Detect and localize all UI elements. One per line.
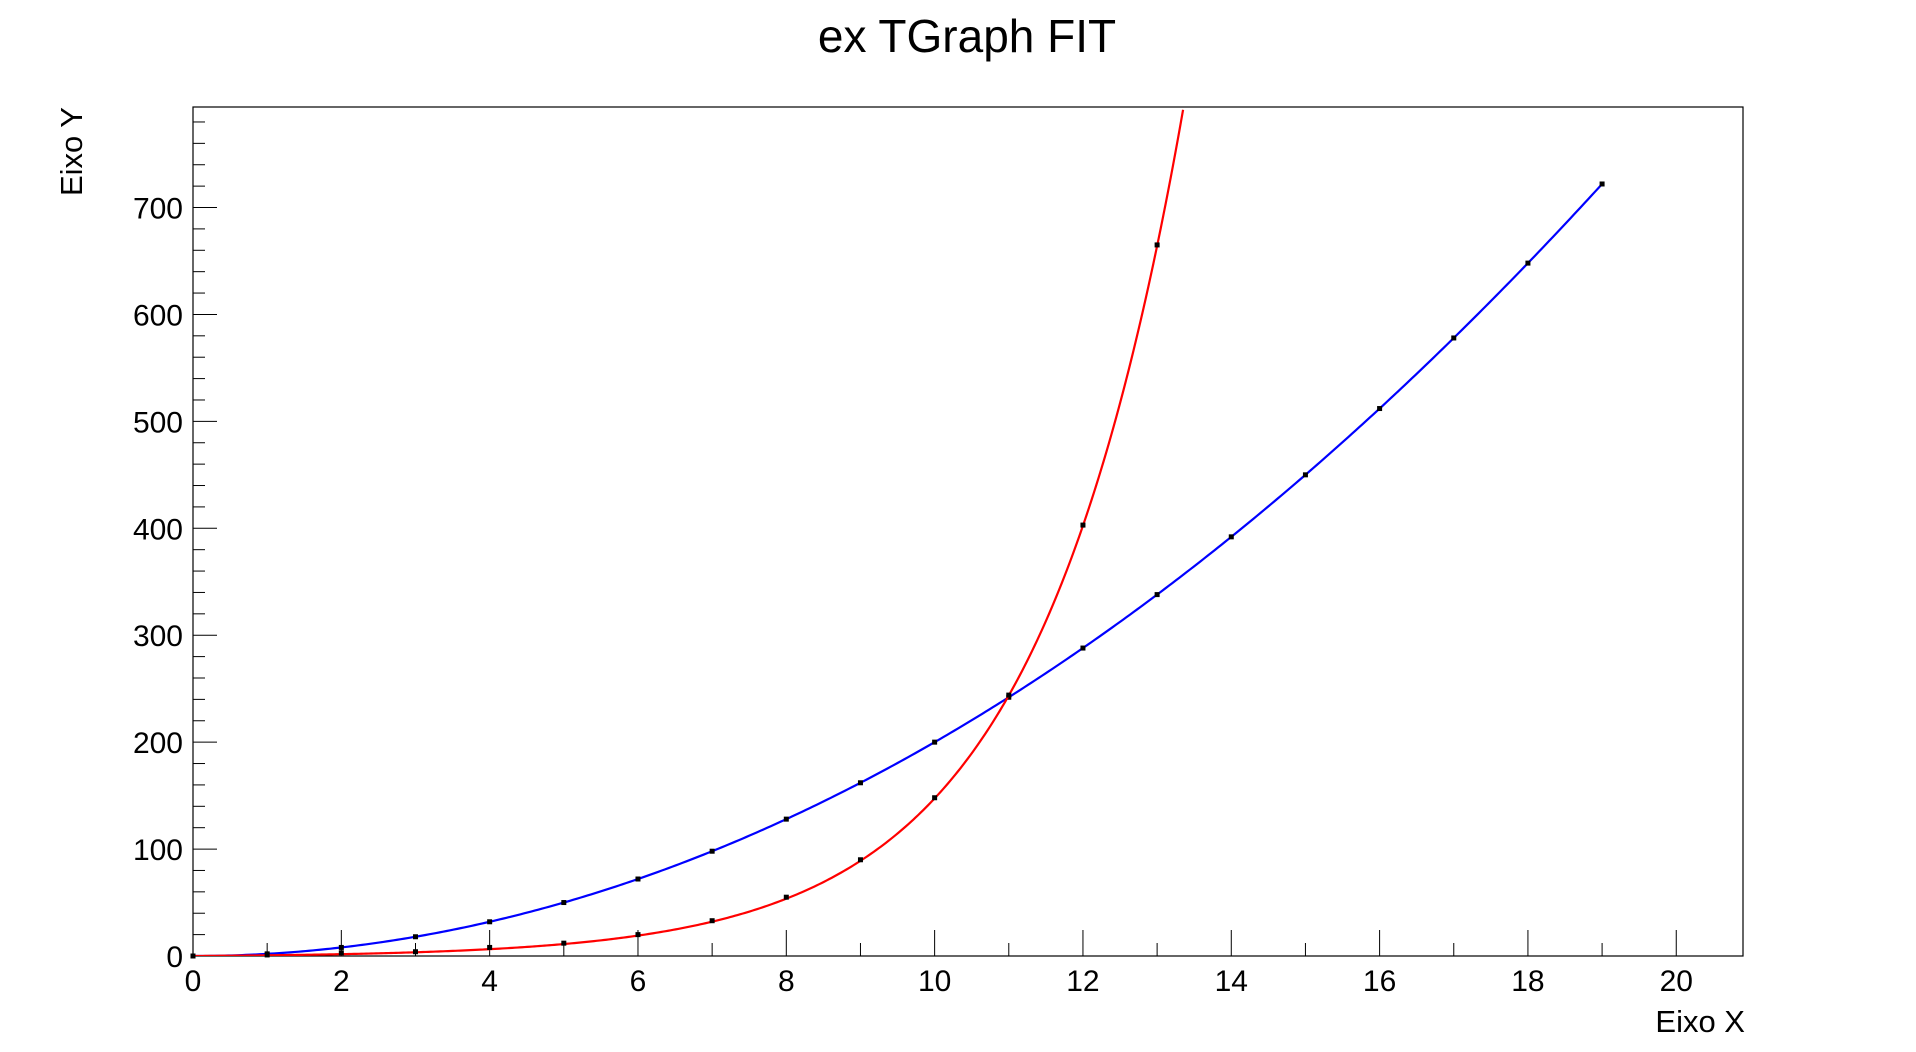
series-0-point	[932, 739, 938, 745]
series-0-point	[1525, 260, 1531, 266]
series-1-point	[709, 918, 715, 924]
series-1-point	[264, 952, 270, 958]
series-0-point	[1451, 335, 1457, 341]
x-axis: 0 2 4 6 8 10 12 14 16 18 20	[185, 930, 1693, 998]
series-1-point	[561, 940, 567, 946]
x-axis-label: Eixo X	[1655, 1004, 1745, 1039]
x-tick-label: 12	[1066, 965, 1099, 998]
x-tick-label: 18	[1511, 965, 1544, 998]
series-0-point	[1599, 181, 1605, 187]
series-0-point	[857, 780, 863, 786]
x-tick-label: 8	[778, 965, 795, 998]
y-tick-label: 0	[166, 941, 183, 974]
series-1-point	[635, 932, 641, 938]
x-tick-label: 6	[630, 965, 647, 998]
series-0-point	[561, 900, 567, 906]
series-1-point	[190, 953, 196, 959]
series-0-point	[635, 876, 641, 882]
series-1-point	[932, 795, 938, 801]
series-1-point	[1080, 522, 1086, 528]
y-tick-label: 300	[133, 620, 183, 653]
series-1-point	[1154, 242, 1160, 248]
series-1-point	[338, 950, 344, 956]
series-0-fit-line	[193, 183, 1603, 956]
x-tick-label: 0	[185, 965, 202, 998]
series-0-point	[783, 816, 789, 822]
series-1-point	[487, 944, 493, 950]
plot-border	[192, 106, 1744, 957]
series-1	[190, 109, 1185, 959]
series-0-point	[1228, 534, 1234, 540]
series-1-point	[783, 894, 789, 900]
series-0-point	[338, 944, 344, 950]
series-layer	[190, 109, 1605, 959]
x-tick-label: 14	[1215, 965, 1248, 998]
y-tick-label: 600	[133, 299, 183, 332]
y-axis: 0 100 200 300 400 500 600 700	[133, 121, 217, 974]
series-0-point	[1302, 472, 1308, 478]
series-1-point	[412, 949, 418, 955]
plot-frame	[192, 106, 1744, 957]
series-1-point	[1006, 692, 1012, 698]
y-tick-label: 500	[133, 406, 183, 439]
series-1-point	[857, 857, 863, 863]
x-tick-label: 16	[1363, 965, 1396, 998]
x-tick-label: 2	[333, 965, 350, 998]
chart-title: ex TGraph FIT	[818, 10, 1116, 62]
y-tick-label: 100	[133, 834, 183, 867]
x-tick-label: 10	[918, 965, 951, 998]
series-0-point	[1377, 406, 1383, 412]
series-0-point	[1154, 592, 1160, 598]
series-1-fit-line	[193, 109, 1185, 956]
x-tick-label: 20	[1660, 965, 1693, 998]
y-tick-label: 400	[133, 513, 183, 546]
x-tick-label: 4	[481, 965, 498, 998]
y-axis-label: Eixo Y	[54, 107, 89, 196]
series-0-point	[709, 848, 715, 854]
series-0-point	[1080, 645, 1086, 651]
y-tick-label: 700	[133, 193, 183, 226]
series-0-point	[412, 934, 418, 940]
y-tick-label: 200	[133, 727, 183, 760]
series-0	[190, 181, 1605, 959]
series-0-point	[487, 919, 493, 925]
